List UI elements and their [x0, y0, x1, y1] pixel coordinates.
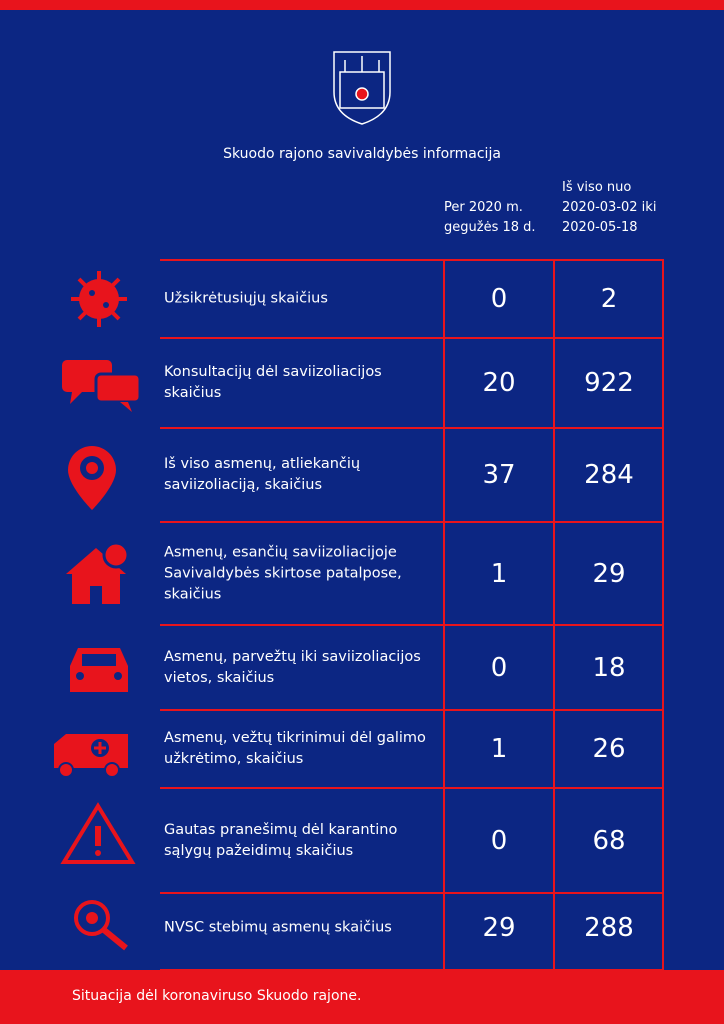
column-header: Per 2020 m.: [444, 200, 523, 215]
row-label: Gautas pranešimų dėl karantino sąlygų pa…: [164, 821, 398, 859]
day-value: 0: [490, 284, 508, 314]
footer-text: Situacija dėl koronaviruso Skuodo rajone…: [72, 988, 362, 1004]
day-value: 1: [490, 558, 508, 589]
row-label: NVSC stebimų asmenų skaičius: [164, 919, 392, 935]
total-value: 922: [584, 368, 634, 398]
day-value: 37: [482, 460, 516, 490]
row-label: Asmenų, vežtų tikrinimui dėl galimo užkr…: [164, 730, 426, 767]
row-icons: [54, 271, 142, 951]
day-value: 29: [482, 912, 516, 943]
column-header: 2020-05-18: [562, 220, 638, 235]
day-value: 0: [490, 652, 508, 683]
title: Skuodo rajono savivaldybės informacija: [223, 146, 501, 162]
row-label: Iš viso asmenų, atliekančių saviizoliaci…: [164, 456, 361, 493]
total-value: 288: [584, 912, 634, 943]
top-bar: [0, 0, 724, 10]
total-value: 284: [584, 460, 634, 490]
total-value: 68: [592, 825, 626, 856]
day-value: 0: [490, 825, 508, 856]
total-value: 26: [592, 734, 626, 764]
logo: [333, 51, 391, 125]
pin-icon: [68, 446, 116, 510]
row-label: Užsikrėtusiųjų skaičius: [164, 290, 328, 307]
day-value: 1: [490, 734, 508, 764]
search-icon: [74, 900, 128, 951]
virus-icon: [71, 271, 127, 327]
car-icon: [70, 648, 128, 692]
day-value: 20: [482, 368, 516, 398]
total-value: 2: [600, 284, 618, 314]
footer: Situacija dėl koronaviruso Skuodo rajone…: [0, 970, 724, 1024]
warning-icon: [60, 802, 136, 864]
row-label: Asmenų, esančių saviizoliacijoje Savival…: [164, 544, 402, 602]
chat-icon: [62, 360, 142, 412]
house-icon: [66, 541, 130, 604]
column-header: 2020-03-02 iki: [562, 200, 657, 215]
column-header: gegužės 18 d.: [444, 220, 536, 235]
ambulance-icon: [54, 734, 128, 778]
row-label: Konsultacijų dėl saviizoliacijos skaičiu…: [164, 364, 382, 401]
column-header: Iš viso nuo: [562, 180, 632, 195]
total-value: 29: [592, 558, 626, 589]
row-label: Asmenų, parvežtų iki saviizoliacijos vie…: [164, 648, 421, 686]
total-value: 18: [592, 652, 626, 683]
